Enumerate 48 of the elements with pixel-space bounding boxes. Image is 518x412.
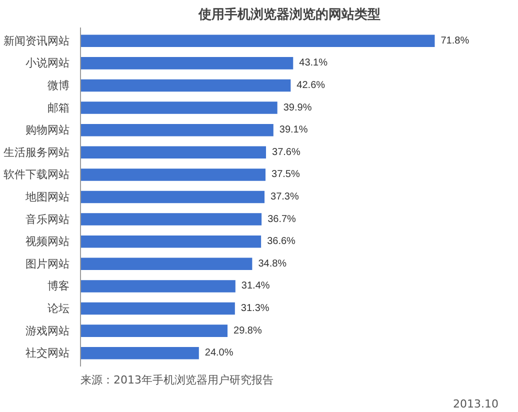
bar [80, 258, 252, 270]
y-tick-label: 微博 [48, 78, 70, 92]
bar [80, 235, 262, 248]
bar [80, 190, 265, 204]
y-tick-label: 社交网站 [26, 346, 70, 360]
bar [80, 34, 435, 48]
bar [80, 324, 228, 337]
y-tick-label: 软件下载网站 [4, 168, 70, 182]
y-tick-label: 博客 [48, 280, 70, 293]
y-tick-label: 新闻资讯网站 [4, 34, 70, 48]
text: 2013.10 [453, 398, 499, 410]
bar [80, 146, 266, 159]
y-tick-label: 地图网站 [24, 190, 70, 204]
data-label: 29.8% [234, 325, 262, 336]
data-label: 42.6% [296, 80, 326, 91]
y-tick-label: 音乐网站 [26, 212, 70, 226]
source-note: 来源：2013年手机浏览器用户研究报告 [80, 374, 274, 386]
data-label: 31.4% [241, 280, 270, 292]
y-tick-label: 视频网站 [26, 235, 70, 248]
bar [80, 168, 266, 181]
y-tick-label: 游戏网站 [26, 324, 70, 338]
bar [80, 102, 278, 114]
y-tick-label: 邮箱 [48, 101, 70, 114]
data-label: 37.5% [272, 169, 300, 180]
data-label: 34.8% [258, 258, 287, 270]
data-label: 43.1% [299, 58, 328, 69]
y-tick-label: 购物网站 [26, 124, 70, 137]
data-label: 37.6% [272, 146, 300, 158]
bar [80, 280, 236, 292]
data-label: 36.6% [267, 236, 296, 248]
data-label: 39.9% [283, 102, 312, 114]
data-label: 37.3% [270, 192, 299, 202]
bar [80, 302, 235, 315]
bar [80, 79, 291, 92]
data-label: 36.7% [268, 214, 296, 225]
data-label: 31.3% [240, 303, 270, 314]
data-label: 39.1% [279, 124, 308, 136]
y-tick-label: 生活服务网站 [4, 146, 70, 159]
data-label: 24.0% [204, 348, 234, 359]
chart-title: 使用手机浏览器浏览的网站类型 [198, 6, 380, 22]
data-label: 71.8% [440, 35, 470, 46]
y-tick-label: 论坛 [48, 302, 70, 316]
bar [80, 346, 199, 360]
y-tick-label: 图片网站 [26, 257, 70, 270]
bar [80, 124, 274, 136]
bar [80, 213, 262, 226]
bar [80, 57, 294, 70]
y-tick-label: 小说网站 [26, 56, 70, 70]
